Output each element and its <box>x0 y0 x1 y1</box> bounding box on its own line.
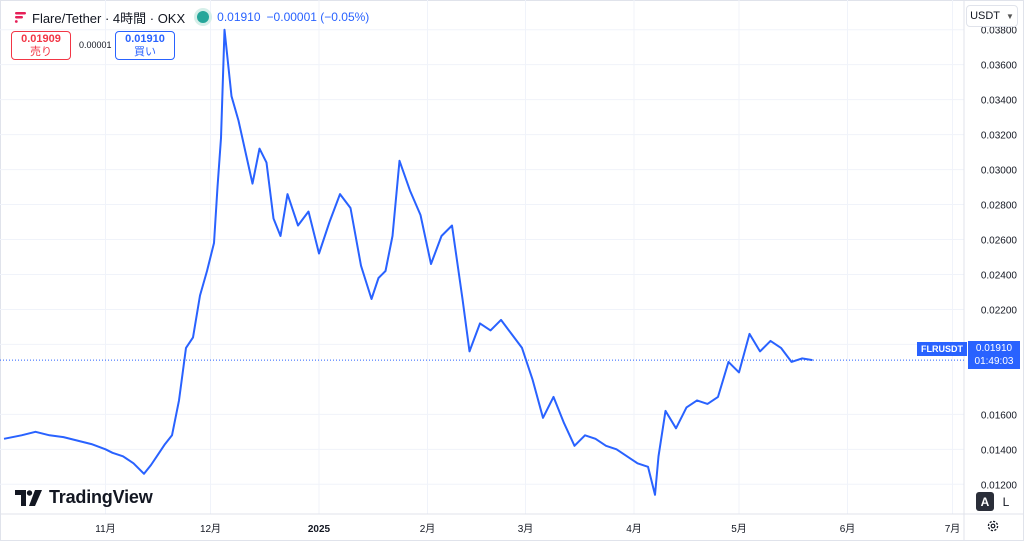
y-tick-label: 0.01200 <box>981 480 1018 491</box>
buy-button[interactable]: 0.01910 買い <box>115 31 175 60</box>
x-tick-label: 12月 <box>200 523 221 535</box>
y-tick-label: 0.03800 <box>981 26 1018 37</box>
x-tick-label: 7月 <box>945 523 961 535</box>
log-scale-button[interactable]: L <box>1002 494 1010 509</box>
chevron-down-icon: ▼ <box>1006 11 1014 21</box>
gear-icon[interactable] <box>986 519 1000 538</box>
currency-label: USDT <box>970 10 1001 22</box>
y-tick-label: 0.03600 <box>981 61 1018 72</box>
symbol-title[interactable]: Flare/Tether · 4時間 · OKX <box>32 10 186 26</box>
spread-value: 0.00001 <box>79 40 112 50</box>
symbol-price-tag: FLRUSDT <box>917 342 967 356</box>
y-tick-label: 0.02800 <box>981 201 1018 212</box>
bar-countdown: 01:49:03 <box>974 356 1014 367</box>
x-tick-label: 2月 <box>420 523 436 535</box>
market-open-icon <box>197 11 210 23</box>
y-tick-label: 0.01400 <box>981 445 1018 456</box>
y-tick-label: 0.03200 <box>981 131 1018 142</box>
y-tick-label: 0.03000 <box>981 166 1018 177</box>
y-tick-label: 0.02400 <box>981 270 1018 281</box>
tradingview-logo-icon <box>15 489 42 506</box>
header-change: −0.00001 (−0.05%) <box>266 10 370 24</box>
sell-price: 0.01909 <box>21 33 61 45</box>
y-tick-label: 0.03400 <box>981 96 1018 107</box>
x-tick-label: 11月 <box>95 523 115 535</box>
flare-logo-icon <box>14 10 28 24</box>
last-price-value: 0.01910 <box>975 343 1013 354</box>
x-tick-label: 6月 <box>840 523 856 535</box>
last-price-tag: 0.01910 01:49:03 <box>968 341 1020 369</box>
x-tick-label: 2025 <box>308 524 331 535</box>
y-tick-label: 0.02600 <box>981 236 1018 247</box>
x-tick-label: 4月 <box>626 523 642 535</box>
x-tick-label: 3月 <box>518 523 534 535</box>
x-tick-label: 5月 <box>731 523 747 535</box>
sell-button[interactable]: 0.01909 売り <box>11 31 71 60</box>
price-series-line <box>3 28 813 496</box>
header-price: 0.01910 <box>217 10 261 24</box>
buy-price: 0.01910 <box>125 33 165 45</box>
y-tick-label: 0.02200 <box>981 305 1018 316</box>
tradingview-logo[interactable]: TradingView <box>15 487 153 508</box>
currency-selector[interactable]: USDT ▼ <box>966 5 1018 27</box>
sell-label: 売り <box>30 46 52 58</box>
chart-header: Flare/Tether · 4時間 · OKX 0.01910 −0.0000… <box>14 8 375 26</box>
buy-label: 買い <box>134 46 156 58</box>
tradingview-logo-text: TradingView <box>49 487 153 507</box>
auto-scale-button[interactable]: A <box>976 492 994 511</box>
y-tick-label: 0.01600 <box>981 410 1018 421</box>
